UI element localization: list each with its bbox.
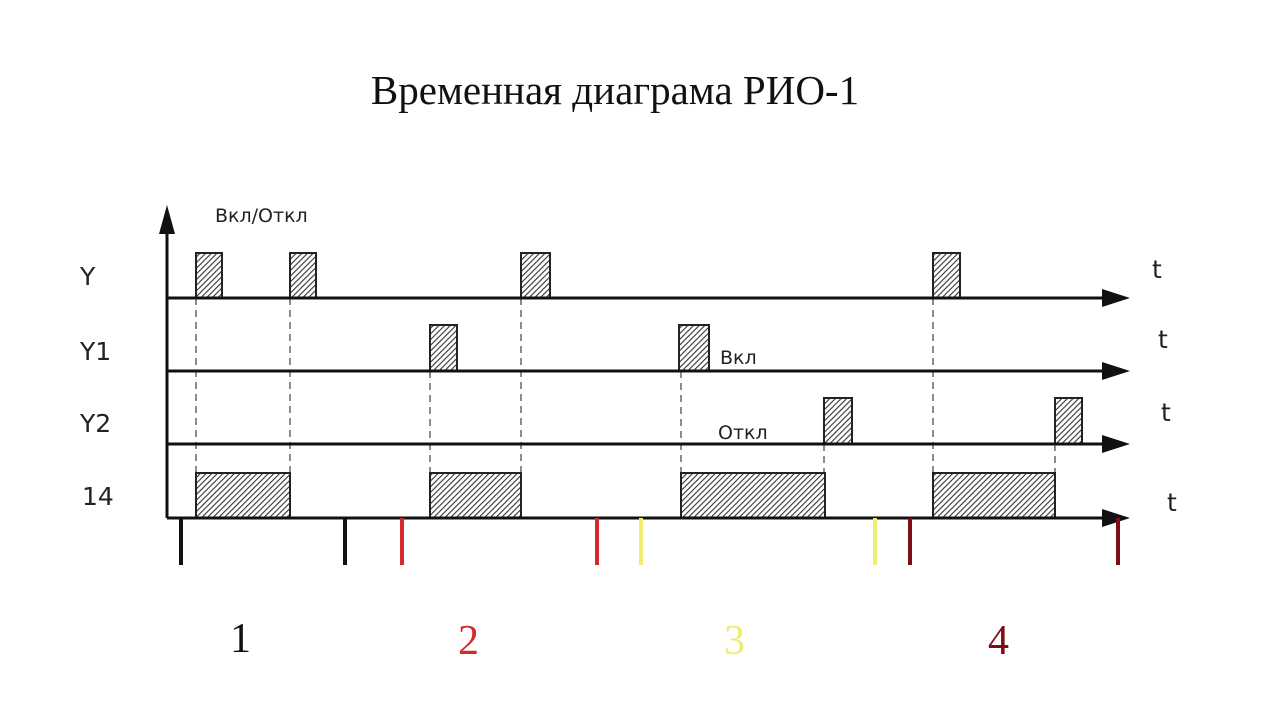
row-label-y1: Y1 [79, 337, 111, 366]
phase-label-1: 1 [230, 616, 251, 662]
time-axis-arrow-icon [1102, 435, 1130, 453]
signal-pulse [429, 472, 522, 519]
y-axis-label: Вкл/Откл [215, 205, 308, 227]
annotation-on: Вкл [720, 347, 757, 369]
signal-pulse [195, 252, 223, 299]
row-label-14: 14 [82, 482, 114, 511]
row-label-y2: Y2 [79, 409, 111, 438]
time-label-y2: t [1161, 398, 1171, 427]
signal-pulse [678, 324, 710, 372]
phase-label-2: 2 [458, 618, 479, 664]
signal-pulse [823, 397, 853, 445]
signal-pulse [429, 324, 458, 372]
time-label-y: t [1152, 255, 1162, 284]
time-axis-arrow-icon [1102, 362, 1130, 380]
phase-label-4: 4 [988, 618, 1009, 664]
signal-pulse [932, 472, 1056, 519]
signal-pulse [195, 472, 291, 519]
annotation-off: Откл [718, 422, 768, 444]
vertical-axis-arrow-icon [159, 205, 175, 234]
row-label-y: Y [79, 262, 96, 291]
signal-pulse [932, 252, 961, 299]
diagram-title: Временная диаграма РИО-1 [370, 67, 860, 113]
signal-pulse [1054, 397, 1083, 445]
signal-pulse [289, 252, 317, 299]
time-label-14: t [1167, 488, 1177, 517]
time-label-y1: t [1158, 325, 1168, 354]
signal-pulse [520, 252, 551, 299]
time-axis-arrow-icon [1102, 289, 1130, 307]
phase-label-3: 3 [724, 618, 745, 664]
signal-pulse [680, 472, 826, 519]
